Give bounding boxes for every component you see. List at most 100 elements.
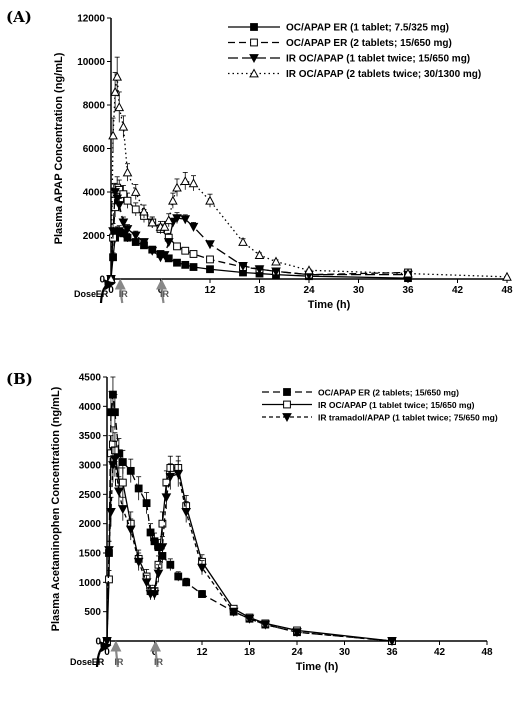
dose-marker-label: IR	[154, 657, 164, 667]
data-point	[403, 268, 413, 278]
data-point	[139, 206, 149, 216]
data-point	[173, 242, 181, 251]
y-tick-label: 4000	[79, 402, 102, 413]
legend-label: OC/APAP ER (2 tablets; 15/650 mg)	[318, 388, 459, 398]
dose-marker-label: IR	[119, 289, 129, 299]
series-4	[106, 56, 512, 283]
x-tick-label: 0	[104, 647, 110, 658]
data-point	[271, 267, 281, 277]
data-point	[139, 238, 149, 248]
data-point	[109, 390, 117, 399]
series-line	[106, 442, 393, 642]
legend-marker	[249, 68, 259, 78]
data-point	[173, 258, 181, 267]
data-point	[159, 251, 170, 261]
series-line	[110, 186, 409, 280]
data-point	[112, 194, 123, 204]
x-axis-title: Time (h)	[308, 299, 351, 311]
y-tick-label: 3000	[79, 461, 102, 472]
legend-marker	[250, 38, 258, 47]
data-point	[153, 569, 164, 579]
data-point	[157, 543, 168, 553]
dose-arrow-icon	[150, 640, 162, 668]
data-point	[110, 86, 120, 96]
data-point	[182, 578, 191, 587]
data-point	[189, 263, 198, 271]
dose-label: Dose	[74, 289, 96, 299]
data-point	[254, 250, 265, 259]
x-tick-label: 18	[244, 647, 256, 658]
legend-label: IR OC/APAP (1 tablet twice; 15/650 mg)	[286, 54, 470, 65]
y-tick-label: 1500	[79, 549, 102, 560]
data-point	[114, 487, 124, 497]
data-point	[502, 271, 512, 281]
data-point	[172, 182, 182, 192]
data-point	[147, 246, 158, 256]
data-point	[134, 484, 143, 493]
data-point	[118, 478, 127, 487]
data-point	[304, 265, 314, 275]
data-point	[173, 469, 184, 479]
data-point	[130, 231, 141, 241]
data-point	[197, 563, 207, 573]
series-3	[102, 441, 397, 647]
data-point	[104, 546, 114, 556]
dose-arrow-icon	[95, 641, 112, 668]
x-tick-label: 12	[204, 285, 216, 296]
y-tick-label: 4500	[79, 373, 102, 384]
data-point	[206, 265, 214, 274]
dose-arrow-icon	[114, 278, 126, 304]
x-tick-label: 6	[152, 647, 158, 658]
y-tick-label: 8000	[83, 101, 106, 112]
data-point	[163, 238, 174, 248]
y-tick-label: 4000	[83, 188, 106, 199]
data-point	[244, 614, 255, 624]
legend-marker	[283, 388, 291, 396]
x-tick-label: 6	[158, 285, 164, 296]
data-point	[168, 195, 178, 205]
data-point	[205, 195, 215, 205]
data-point	[163, 215, 174, 225]
dose-label: Dose	[70, 657, 92, 667]
dose-markers: Dose ER IR IR	[70, 640, 164, 668]
data-point	[254, 265, 265, 275]
data-point	[188, 222, 199, 232]
data-point	[110, 455, 120, 465]
dose-arrow-icon	[156, 278, 168, 304]
data-point	[188, 178, 199, 188]
panel-letter: (B)	[6, 370, 33, 388]
data-point	[125, 525, 136, 535]
legend-label: IR OC/APAP (1 tablet twice; 15/650 mg)	[318, 400, 475, 410]
y-tick-label: 6000	[83, 144, 106, 155]
data-point	[108, 130, 118, 140]
data-point	[147, 217, 158, 227]
x-tick-label: 24	[303, 285, 315, 296]
legend-label: OC/APAP ER (2 tablets; 15/650 mg)	[286, 38, 452, 49]
data-point	[123, 233, 132, 242]
data-point	[271, 256, 281, 266]
legend-label: IR tramadol/APAP (1 tablet twice; 75/650…	[318, 413, 498, 423]
x-tick-label: 36	[386, 647, 398, 658]
data-point	[149, 590, 160, 600]
data-point	[111, 408, 119, 417]
legend-label: OC/APAP ER (1 tablet; 7.5/325 mg)	[286, 23, 449, 34]
x-tick-label: 12	[196, 647, 208, 658]
x-tick-label: 48	[501, 285, 513, 296]
data-point	[131, 205, 140, 214]
x-tick-label: 18	[254, 285, 266, 296]
data-point	[159, 221, 170, 231]
dose-arrow-icon	[110, 640, 122, 668]
legend-marker	[282, 413, 292, 423]
dose-marker-label: IR	[114, 657, 124, 667]
legend-label: IR OC/APAP (2 tablets twice; 30/1300 mg)	[286, 69, 481, 80]
series-line	[110, 76, 508, 280]
y-tick-label: 3500	[79, 431, 102, 442]
data-point	[108, 227, 118, 237]
data-point	[117, 505, 128, 515]
data-point	[161, 493, 172, 503]
data-point	[119, 229, 128, 238]
x-tick-label: 42	[452, 285, 464, 296]
chart-panel-b: (B) 0 500 1000 1500 2000 2500 3000 3500 4000 4500 0…	[6, 370, 498, 673]
data-point	[114, 201, 125, 211]
